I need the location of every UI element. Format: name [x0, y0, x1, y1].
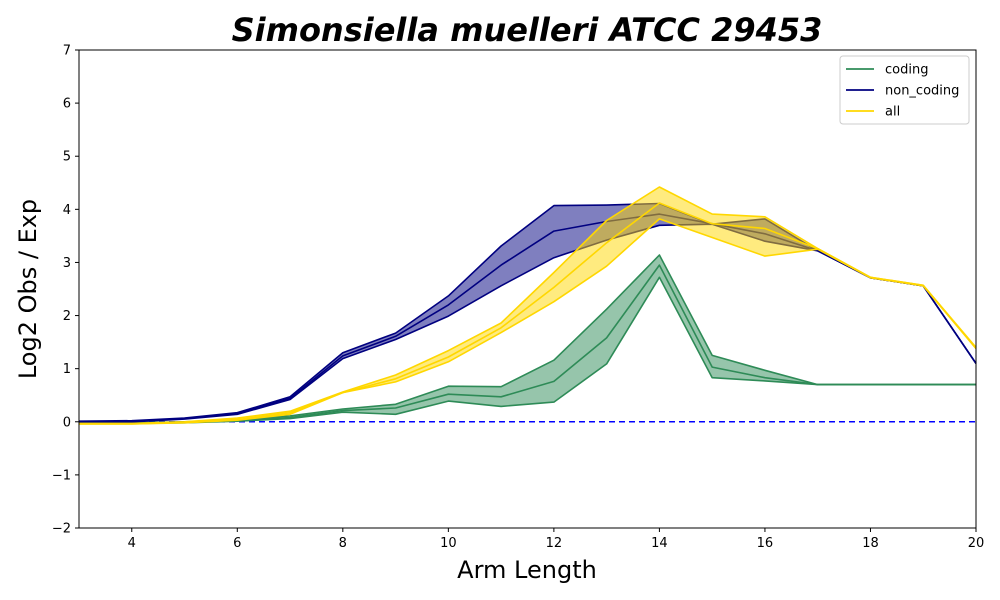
x-tick-label: 8	[339, 536, 347, 551]
band-coding	[79, 255, 976, 424]
legend-label-all: all	[885, 105, 900, 120]
y-tick-label: 2	[63, 309, 71, 324]
y-tick-label: 0	[63, 415, 71, 430]
chart-title: Simonsiella muelleri ATCC 29453	[232, 11, 823, 49]
x-tick-label: 10	[440, 536, 457, 551]
x-axis-label: Arm Length	[457, 556, 597, 584]
y-tick-label: 4	[63, 203, 71, 218]
band-all	[79, 187, 976, 424]
x-tick-label: 18	[862, 536, 879, 551]
y-tick-label: 6	[63, 97, 71, 112]
plot-frame	[78, 49, 977, 529]
y-tick-label: 7	[63, 44, 71, 59]
x-tick-label: 6	[233, 536, 241, 551]
x-tick-label: 12	[546, 536, 563, 551]
y-tick-label: 3	[63, 256, 71, 271]
legend-label-coding: coding	[885, 63, 928, 78]
y-tick-label: 1	[63, 362, 71, 377]
legend-label-non_coding: non_coding	[885, 84, 959, 99]
series-line-all-mean	[79, 202, 977, 425]
x-tick-label: 20	[968, 536, 985, 551]
x-tick-label: 4	[128, 536, 136, 551]
y-tick-label: 5	[63, 150, 71, 165]
y-tick-label: −1	[52, 468, 71, 483]
x-tick-label: 16	[757, 536, 774, 551]
legend-box	[839, 55, 970, 125]
x-tick-label: 14	[651, 536, 668, 551]
series-line-non_coding-mean	[78, 213, 977, 423]
y-axis-label: Log2 Obs / Exp	[14, 199, 42, 379]
y-tick-label: −2	[52, 522, 71, 537]
